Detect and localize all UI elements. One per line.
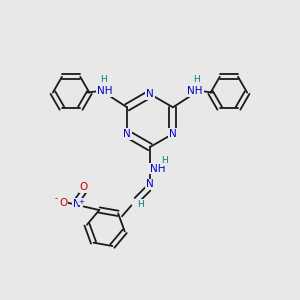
- Text: NH: NH: [97, 86, 113, 96]
- Text: +: +: [78, 199, 84, 205]
- Text: N: N: [146, 179, 154, 190]
- Text: NH: NH: [150, 164, 165, 173]
- Text: -: -: [55, 194, 58, 203]
- Text: H: H: [193, 75, 200, 84]
- Text: H: H: [100, 75, 107, 84]
- Text: H: H: [161, 156, 167, 165]
- Text: N: N: [146, 89, 154, 99]
- Text: N: N: [123, 129, 131, 139]
- Text: N: N: [73, 199, 81, 209]
- Text: H: H: [137, 200, 144, 209]
- Text: NH: NH: [187, 86, 203, 96]
- Text: N: N: [169, 129, 177, 139]
- Text: O: O: [59, 198, 67, 208]
- Text: O: O: [80, 182, 88, 192]
